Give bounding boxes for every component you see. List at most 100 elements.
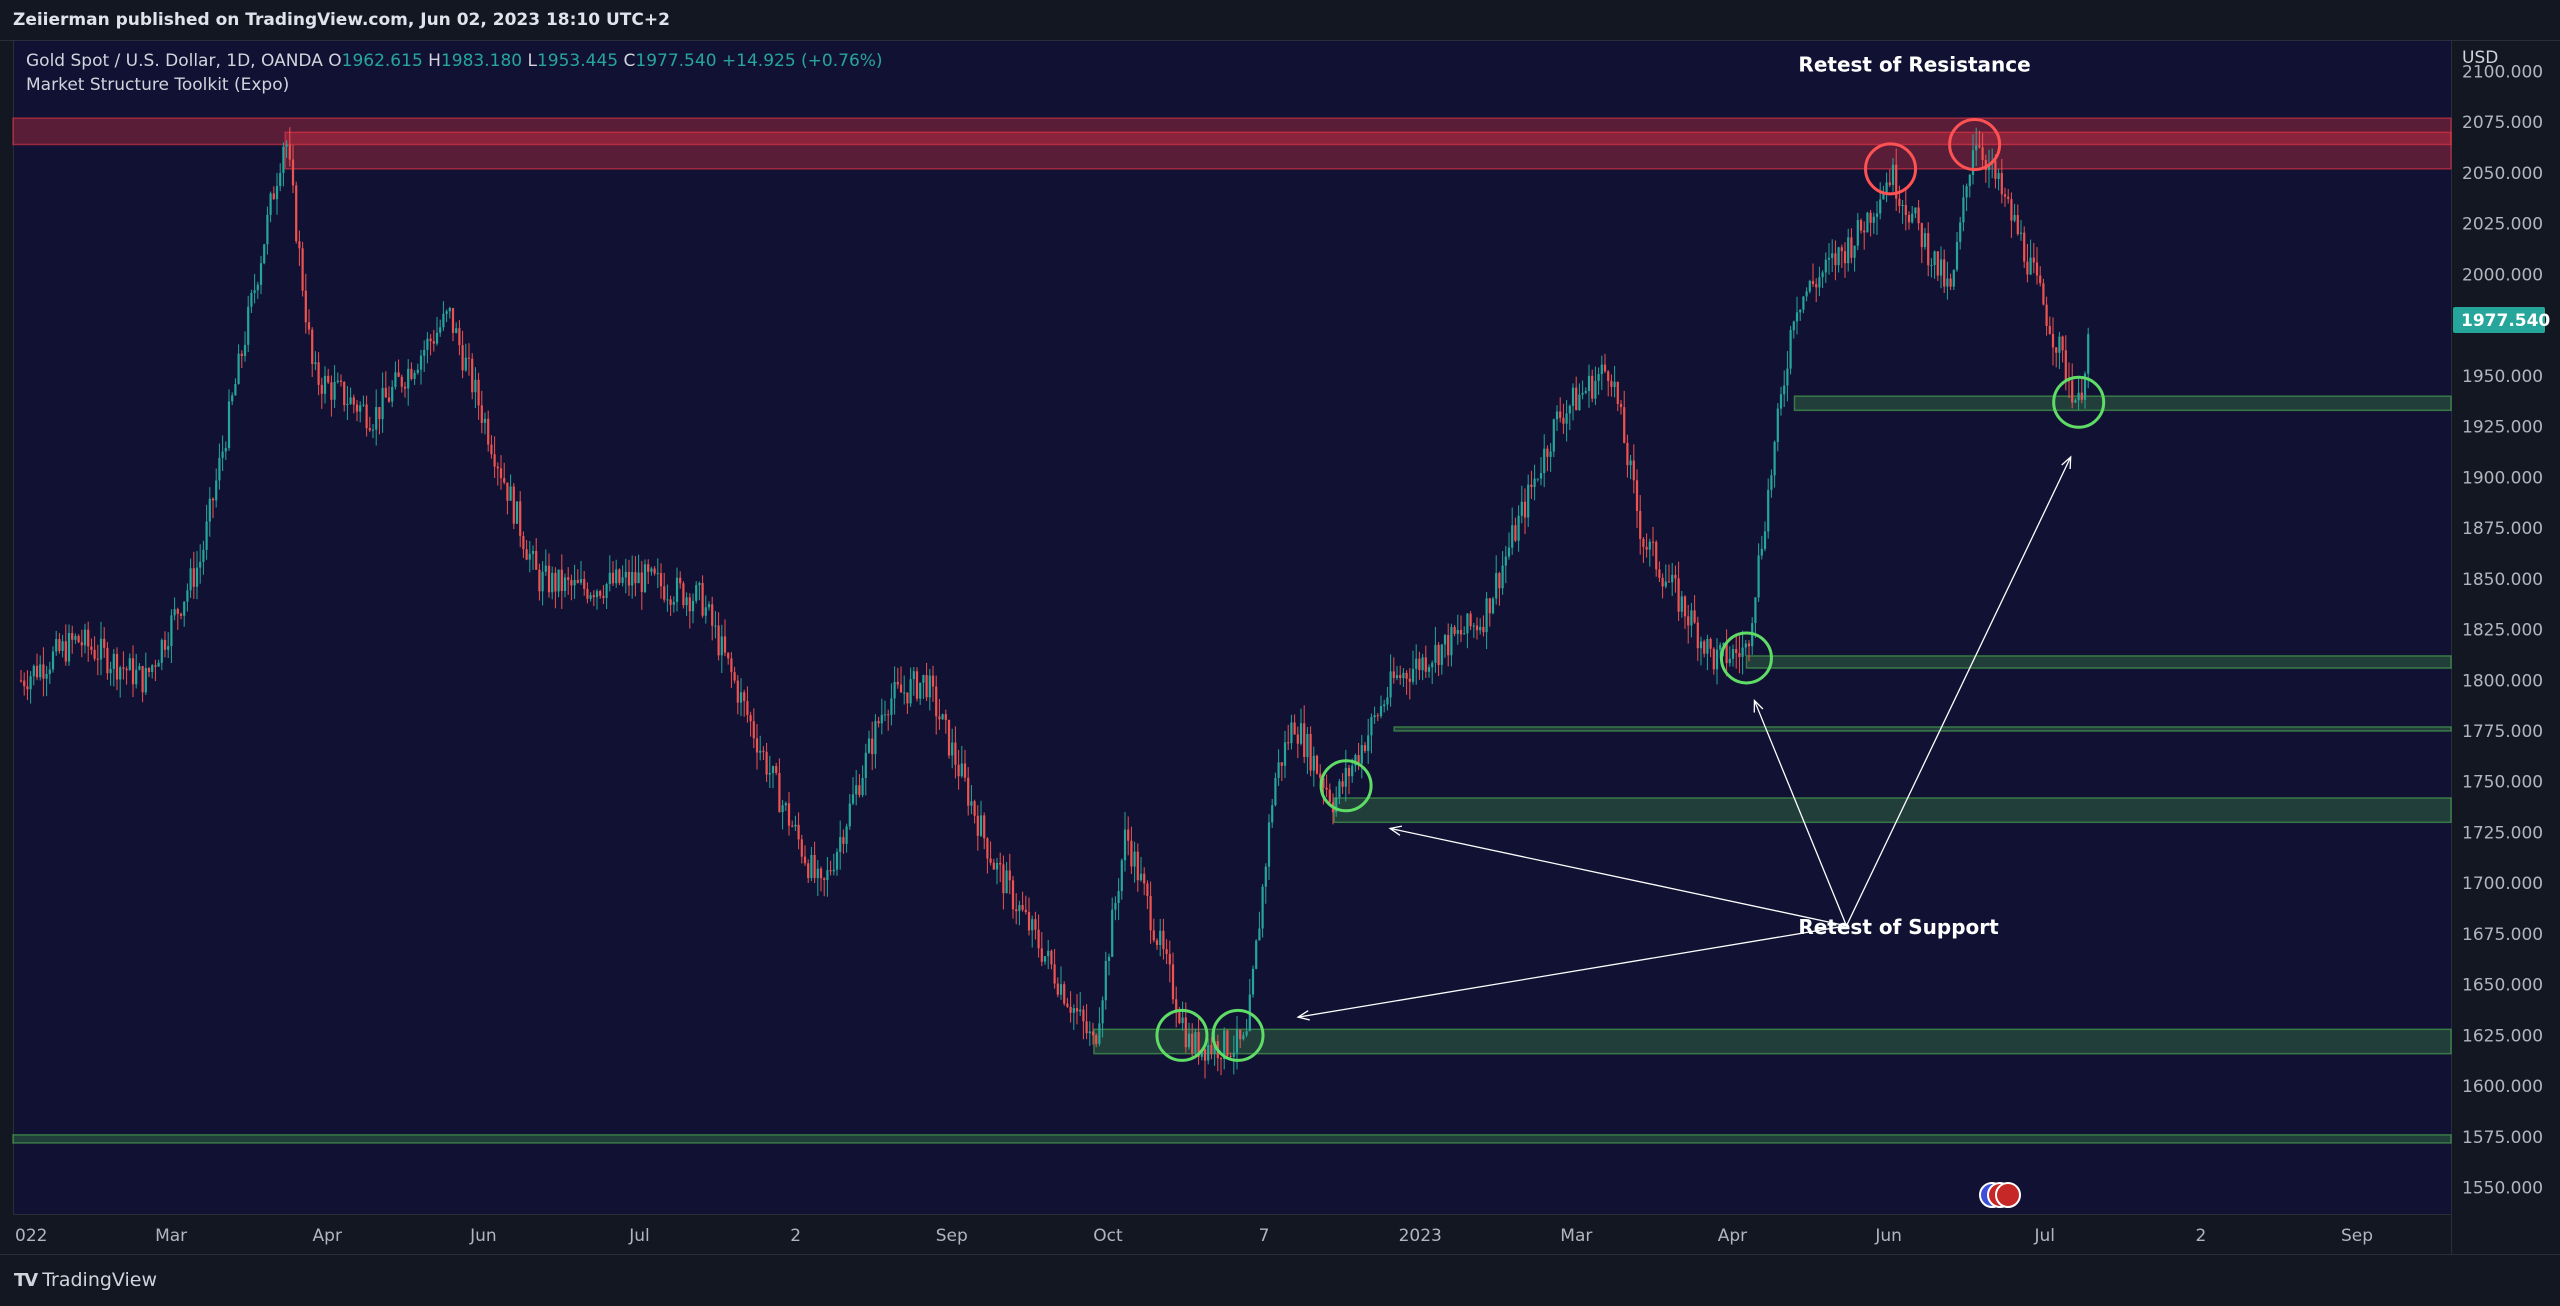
candle-body: [147, 668, 151, 672]
candle-body: [1322, 777, 1325, 788]
candle-body: [506, 482, 509, 501]
candle-body: [643, 564, 647, 593]
candle-body: [784, 803, 787, 806]
candle-body: [423, 349, 426, 356]
candle-body: [1491, 598, 1495, 614]
candle-body: [1786, 368, 1789, 386]
candle-body: [330, 382, 333, 400]
candle-body: [1914, 207, 1917, 214]
candle-body: [1421, 657, 1424, 671]
price-tick-label: 1550.000: [2462, 1179, 2543, 1199]
candle-body: [922, 675, 925, 683]
candle-body: [627, 571, 631, 586]
last-price-tag: [2453, 306, 2545, 333]
candle-body: [1837, 247, 1840, 266]
candle-body: [573, 580, 576, 586]
green-retest-circle: [1719, 631, 1773, 685]
candle-body: [1792, 321, 1795, 331]
symbol-name[interactable]: Gold Spot / U.S. Dollar, 1D, OANDA: [26, 51, 323, 71]
candle-body: [1597, 374, 1600, 381]
candle-body: [1149, 896, 1152, 931]
candle-body: [144, 668, 147, 693]
candle-body: [189, 568, 192, 591]
chart-pane[interactable]: [13, 41, 2452, 1254]
candle-body: [1840, 247, 1843, 252]
candle-body: [2007, 196, 2010, 200]
candle-body: [2058, 336, 2061, 353]
candle-body: [1555, 411, 1559, 420]
candle-body: [77, 635, 80, 643]
candle-body: [576, 580, 579, 583]
candle-body: [1571, 387, 1575, 406]
candle-body: [1504, 556, 1507, 566]
candle-body: [122, 667, 125, 669]
candle-body: [1741, 647, 1744, 657]
candle-body: [563, 577, 567, 591]
candle-body: [480, 405, 483, 423]
candle-body: [1549, 451, 1552, 457]
candle-body: [554, 572, 557, 592]
candle-body: [877, 721, 880, 724]
candle-body: [106, 647, 109, 674]
candle-body: [640, 572, 643, 593]
candle-body: [464, 357, 467, 371]
candle-body: [2039, 275, 2042, 284]
candle-body: [1389, 671, 1392, 698]
candle-body: [960, 763, 963, 777]
candle-body: [1514, 525, 1517, 541]
candle-body: [259, 263, 263, 285]
candle-body: [1821, 272, 1824, 278]
candle-body: [547, 565, 551, 593]
price-axis[interactable]: [2451, 41, 2560, 1254]
candle-body: [954, 742, 957, 765]
candle-body: [39, 664, 42, 678]
candle-body: [1690, 610, 1693, 626]
candle-body: [1245, 1031, 1248, 1036]
candle-body: [1139, 873, 1143, 881]
candle-body: [1091, 1031, 1095, 1036]
price-tick-label: 1675.000: [2462, 925, 2543, 945]
candle-body: [397, 372, 400, 377]
candle-body: [1200, 1049, 1203, 1057]
candle-body: [1095, 1035, 1098, 1044]
candle-body: [42, 664, 45, 679]
candle-body: [1703, 641, 1706, 654]
candle-body: [1520, 501, 1523, 516]
candle-body: [227, 401, 231, 449]
candle-body: [1559, 411, 1562, 418]
candle-body: [816, 868, 819, 879]
candle-body: [135, 669, 138, 685]
candle-body: [1347, 767, 1351, 777]
candle-body: [1293, 722, 1296, 735]
candle-body: [855, 785, 858, 795]
candle-body: [407, 368, 410, 389]
candle-body: [1072, 1008, 1075, 1013]
candle-body: [835, 852, 839, 870]
candle-body: [1488, 598, 1491, 614]
candle-body: [1671, 574, 1674, 583]
price-tick-label: 2000.000: [2462, 265, 2543, 285]
candle-body: [1523, 501, 1527, 518]
candle-body: [445, 311, 448, 314]
candle-body: [637, 572, 640, 584]
candle-body: [947, 719, 951, 756]
candle-body: [173, 609, 176, 616]
candle-body: [269, 193, 272, 215]
candle-body: [1632, 460, 1635, 481]
arrow-line: [1845, 456, 2072, 927]
candle-body: [567, 577, 570, 580]
candle-body: [314, 362, 317, 365]
indicator-name[interactable]: Market Structure Toolkit (Expo): [26, 75, 290, 95]
candle-body: [925, 675, 928, 698]
candle-body: [71, 633, 74, 640]
candle-body: [634, 572, 637, 584]
candle-body: [346, 403, 349, 406]
tradingview-logo[interactable]: TV TradingView: [14, 1269, 157, 1291]
time-axis[interactable]: [13, 1214, 2451, 1255]
candle-body: [1450, 626, 1453, 656]
candle-body: [1053, 964, 1056, 984]
candle-body: [1447, 634, 1450, 656]
candle-body: [1789, 330, 1792, 369]
candle-body: [1479, 626, 1482, 631]
